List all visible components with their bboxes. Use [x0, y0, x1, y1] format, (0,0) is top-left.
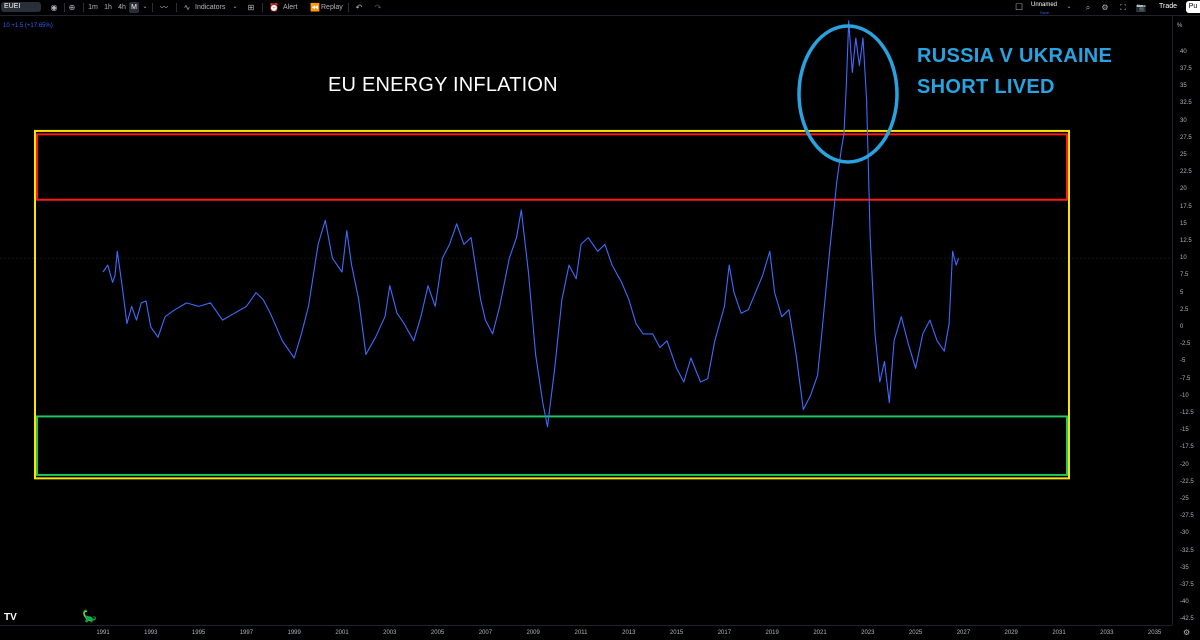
y-tick-label: -37.5 — [1180, 582, 1194, 588]
y-tick-label: -27.5 — [1180, 513, 1194, 519]
axis-settings-gear-icon[interactable]: ⚙ — [1183, 628, 1190, 637]
y-tick-label: -20 — [1180, 462, 1189, 468]
x-tick-label: 1991 — [96, 630, 109, 636]
y-tick-label: 7.5 — [1180, 272, 1188, 278]
x-tick-label: 2031 — [1052, 630, 1065, 636]
y-tick-label: -12.5 — [1180, 410, 1194, 416]
x-tick-label: 1999 — [288, 630, 301, 636]
x-tick-label: 2029 — [1005, 630, 1018, 636]
x-tick-label: 2005 — [431, 630, 444, 636]
y-tick-label: 35 — [1180, 83, 1187, 89]
y-tick-label: 0 — [1180, 324, 1183, 330]
x-tick-label: 2007 — [479, 630, 492, 636]
x-tick-label: 1997 — [240, 630, 253, 636]
y-tick-label: -15 — [1180, 427, 1189, 433]
x-tick-label: 2023 — [861, 630, 874, 636]
x-tick-label: 2021 — [813, 630, 826, 636]
y-tick-label: 15 — [1180, 221, 1187, 227]
y-tick-label: 20 — [1180, 186, 1187, 192]
y-tick-label: 37.5 — [1180, 66, 1192, 72]
x-tick-label: 2013 — [622, 630, 635, 636]
y-tick-label: 27.5 — [1180, 135, 1192, 141]
y-tick-label: 5 — [1180, 290, 1183, 296]
outer-range-box — [35, 131, 1069, 478]
y-tick-label: 32.5 — [1180, 100, 1192, 106]
callout-line-2: SHORT LIVED — [917, 76, 1055, 99]
tradingview-logo: TV — [4, 612, 17, 623]
y-tick-label: 40 — [1180, 49, 1187, 55]
y-tick-label: -17.5 — [1180, 444, 1194, 450]
x-tick-label: 2025 — [909, 630, 922, 636]
x-tick-label: 2019 — [766, 630, 779, 636]
y-tick-label: -35 — [1180, 565, 1189, 571]
y-tick-label: 2.5 — [1180, 307, 1188, 313]
y-tick-label: -40 — [1180, 599, 1189, 605]
y-tick-label: 17.5 — [1180, 204, 1192, 210]
y-tick-label: 10 — [1180, 255, 1187, 261]
y-tick-label: -2.5 — [1180, 341, 1190, 347]
x-tick-label: 2011 — [575, 630, 588, 636]
x-tick-label: 2001 — [335, 630, 348, 636]
y-tick-label: 12.5 — [1180, 238, 1192, 244]
y-tick-label: -10 — [1180, 393, 1189, 399]
lower-zone-box — [37, 416, 1067, 474]
x-tick-label: 2009 — [527, 630, 540, 636]
y-tick-label: -42.5 — [1180, 616, 1194, 622]
y-tick-label: -22.5 — [1180, 479, 1194, 485]
upper-zone-box — [37, 134, 1067, 199]
x-tick-label: 2017 — [718, 630, 731, 636]
x-tick-label: 2035 — [1148, 630, 1161, 636]
y-tick-label: -32.5 — [1180, 548, 1194, 554]
x-tick-label: 2015 — [670, 630, 683, 636]
x-tick-label: 2003 — [383, 630, 396, 636]
callout-line-1: RUSSIA V UKRAINE — [917, 45, 1112, 68]
x-tick-label: 2033 — [1100, 630, 1113, 636]
chart-title-annotation: EU ENERGY INFLATION — [328, 74, 558, 97]
y-tick-label: -5 — [1180, 358, 1185, 364]
dino-icon[interactable]: 🦕 — [82, 609, 97, 623]
y-tick-label: 25 — [1180, 152, 1187, 158]
y-tick-label: -30 — [1180, 530, 1189, 536]
x-tick-label: 1993 — [144, 630, 157, 636]
y-tick-label: -25 — [1180, 496, 1189, 502]
y-tick-label: 30 — [1180, 118, 1187, 124]
x-tick-label: 2027 — [957, 630, 970, 636]
y-tick-label: -7.5 — [1180, 376, 1190, 382]
x-tick-label: 1995 — [192, 630, 205, 636]
y-tick-label: 22.5 — [1180, 169, 1192, 175]
